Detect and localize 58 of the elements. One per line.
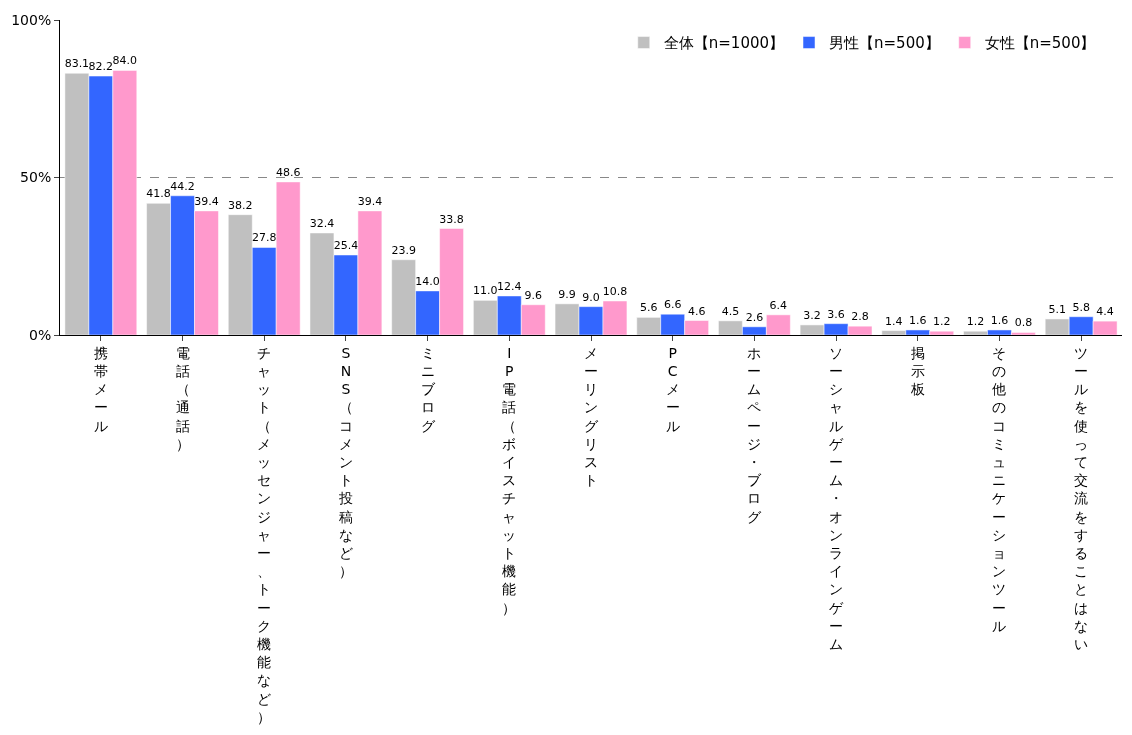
y-tick-label: 50% [20,169,52,186]
data-label: 4.6 [687,304,706,318]
data-label: 1.6 [909,313,927,327]
data-label: 39.4 [194,194,219,208]
category-label: SNS（コメント投稿など） [338,344,353,580]
data-label: 11.0 [473,284,498,298]
data-label: 10.8 [602,284,628,298]
data-label: 6.4 [769,298,788,312]
data-label: 41.8 [146,187,171,201]
data-label: 9.0 [582,290,600,304]
data-label: 5.8 [1072,300,1090,314]
data-label: 39.4 [357,194,383,208]
data-label: 83.1 [64,57,90,71]
data-label: 4.5 [721,304,740,318]
data-label: 32.4 [309,216,335,230]
y-tick-label: 0% [28,326,52,343]
data-label: 1.4 [885,314,903,328]
data-label: 14.0 [415,274,440,288]
x-tick-label: 電話（通話） [175,344,190,452]
data-label: 23.9 [391,243,416,257]
x-tick-label: 携帯メール [93,344,108,434]
data-label: 33.8 [439,212,464,226]
data-label: 9.9 [558,287,576,301]
data-label: 3.6 [827,307,845,321]
data-label: 6.6 [663,298,682,312]
data-label: 1.2 [966,315,985,329]
data-label: 0.8 [1014,316,1033,330]
x-tick-label: PCメール [665,344,680,434]
category-label: ホームページ・ブログ [747,344,762,525]
data-label: 44.2 [170,179,195,193]
category-label: その他のコミュニケーションツール [992,344,1007,634]
x-tick-label: ミニブログ [420,344,436,434]
data-label: 5.1 [1048,302,1066,316]
y-tick-label: 100% [11,11,52,28]
legend-label: 男性【n=500】 [829,34,940,53]
legend-label: 女性【n=500】 [984,34,1096,53]
data-label: 2.8 [851,310,869,324]
data-label: 38.2 [228,198,253,212]
data-label: 27.8 [251,231,277,245]
data-label: 25.4 [333,238,359,252]
category-label: IP電話（ボイスチャット機能） [502,344,517,616]
x-tick-label: メーリングリスト [584,344,599,489]
legend-label: 全体【n=1000】 [663,34,785,53]
data-label: 1.2 [932,315,951,329]
category-label: チャット（メッセンジャー、トーク機能など） [257,344,272,725]
data-label: 48.6 [275,165,301,179]
data-label: 1.6 [990,313,1009,327]
data-label: 9.6 [524,288,543,302]
data-label: 84.0 [112,54,138,68]
data-label: 82.2 [88,60,114,74]
category-label: ツールを使って交流をすることはない [1074,344,1089,652]
data-label: 5.6 [639,301,658,315]
data-label: 3.2 [803,308,821,322]
data-label: 4.4 [1096,305,1114,319]
category-label: ソーシャルゲーム・オンラインゲーム [829,344,844,652]
data-label: 12.4 [497,279,522,293]
data-label: 2.6 [745,310,764,324]
x-tick-label: 掲示板 [909,344,925,398]
